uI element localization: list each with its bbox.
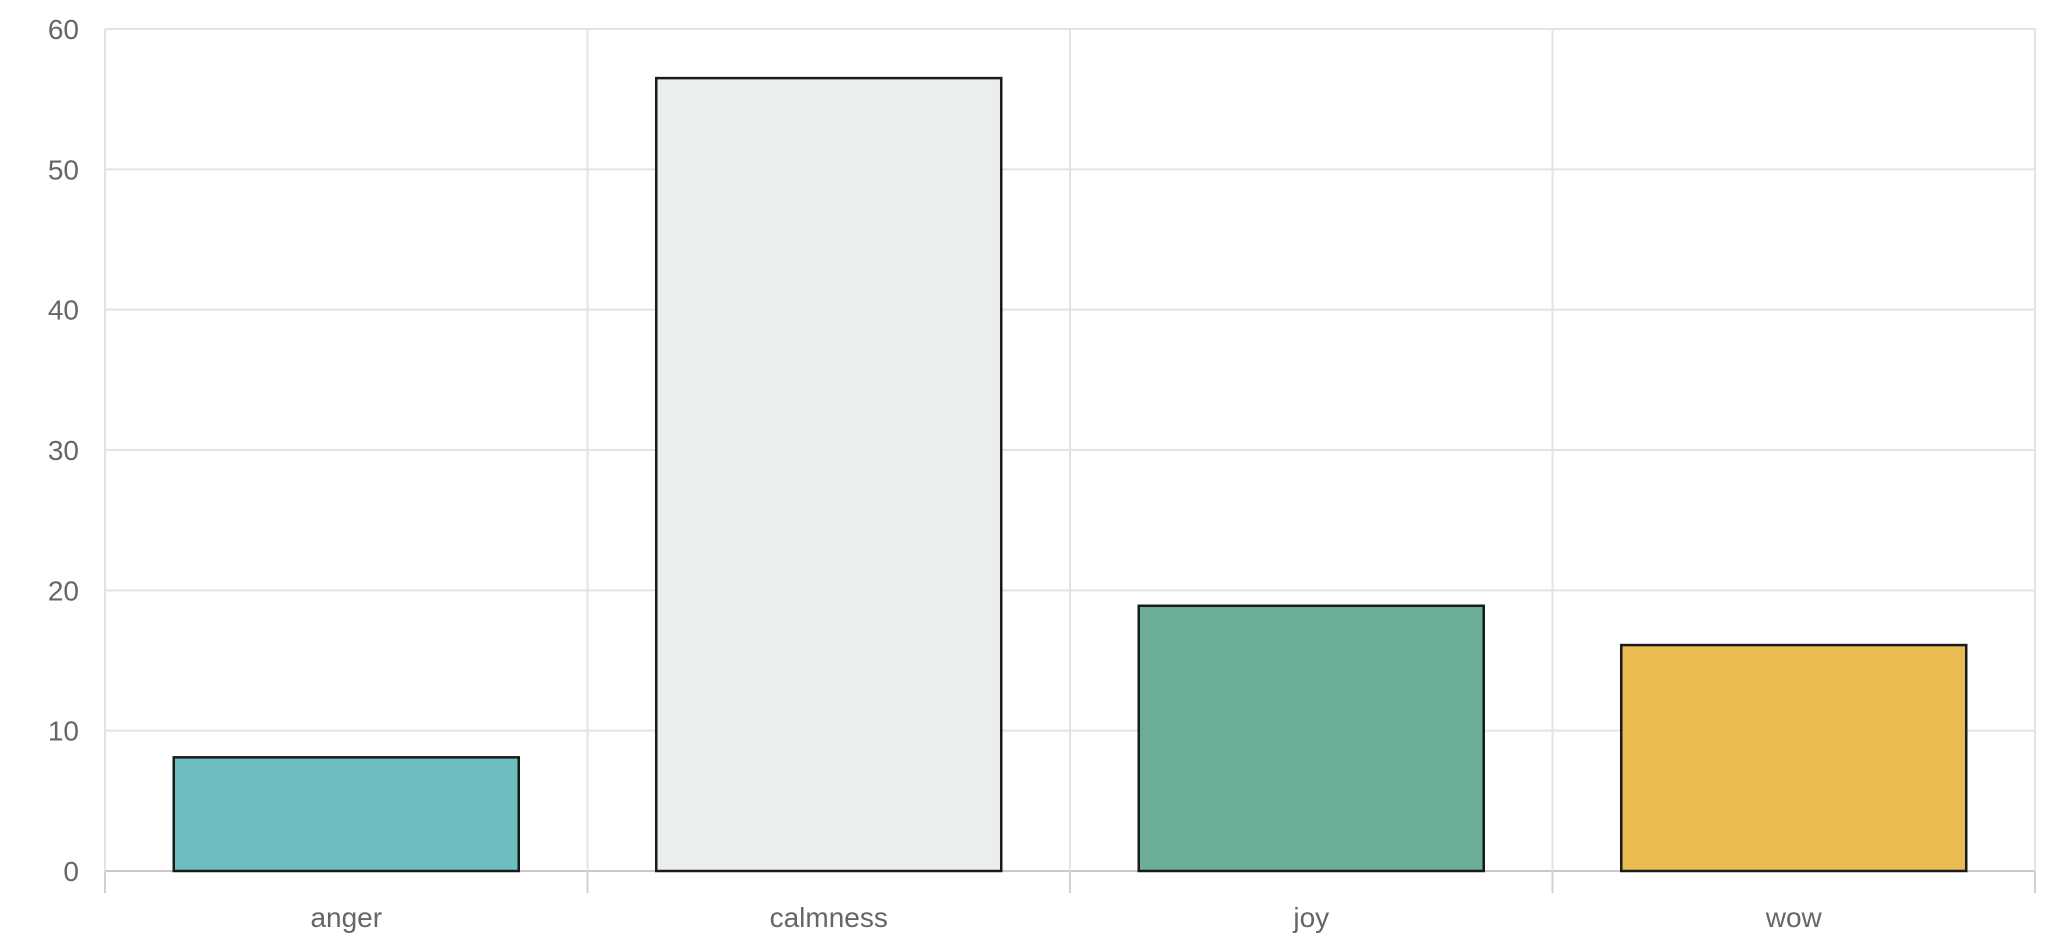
x-tick-label: joy [1292, 902, 1329, 933]
y-tick-label: 10 [48, 716, 79, 747]
y-tick-label: 0 [63, 856, 79, 887]
bars [172, 76, 1968, 873]
bar-anger [172, 756, 520, 873]
grid [104, 28, 2036, 893]
bar-calmness [655, 76, 1003, 873]
x-tick-label: wow [1765, 902, 1823, 933]
y-tick-label: 20 [48, 575, 79, 606]
x-tick-label: anger [310, 902, 382, 933]
y-tick-label: 30 [48, 435, 79, 466]
bar-joy [1137, 604, 1485, 873]
y-tick-label: 40 [48, 295, 79, 326]
x-tick-label: calmness [770, 902, 888, 933]
bar-wow [1620, 643, 1968, 873]
axes: 0 10 20 30 40 50 60 anger calmness joy wow [48, 14, 1823, 933]
y-tick-label: 60 [48, 14, 79, 45]
y-tick-label: 50 [48, 154, 79, 185]
